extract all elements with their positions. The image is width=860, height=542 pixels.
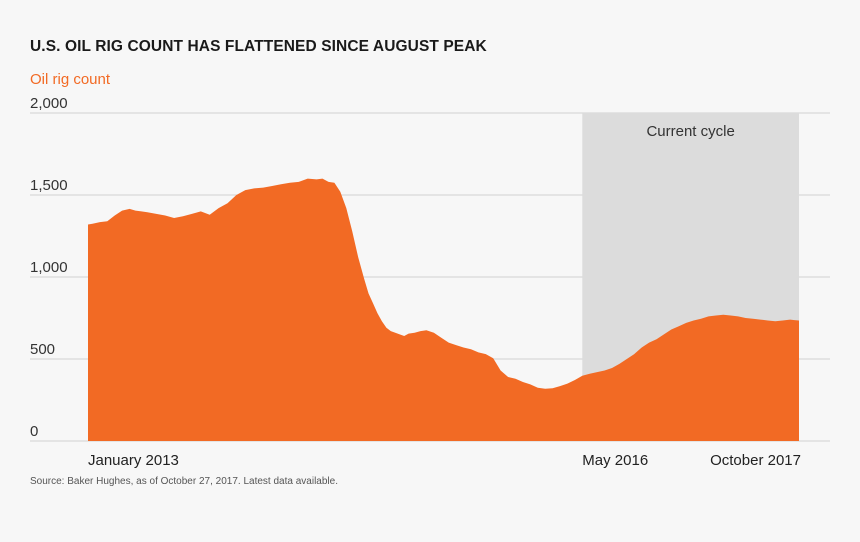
- x-tick-label: January 2013: [88, 452, 179, 469]
- y-tick-label: 2,000: [30, 95, 68, 112]
- highlight-label: Current cycle: [646, 123, 734, 140]
- x-tick-label: October 2017: [710, 452, 801, 469]
- area-series-oil-rig-count: [88, 178, 799, 441]
- y-tick-label: 1,500: [30, 177, 68, 194]
- axis-layer: 2,000 1,500 1,000 500 0 January 2013 May 2016 O…: [30, 95, 801, 469]
- x-tick-label: May 2016: [582, 452, 648, 469]
- y-tick-label: 1,000: [30, 259, 68, 276]
- y-tick-label: 0: [30, 423, 38, 440]
- y-tick-label: 500: [30, 341, 55, 358]
- area-layer: [88, 178, 799, 441]
- source-note: Source: Baker Hughes, as of October 27, …: [30, 476, 338, 487]
- y-axis-label: Oil rig count: [30, 71, 111, 88]
- chart-title: U.S. OIL RIG COUNT HAS FLATTENED SINCE A…: [30, 38, 487, 55]
